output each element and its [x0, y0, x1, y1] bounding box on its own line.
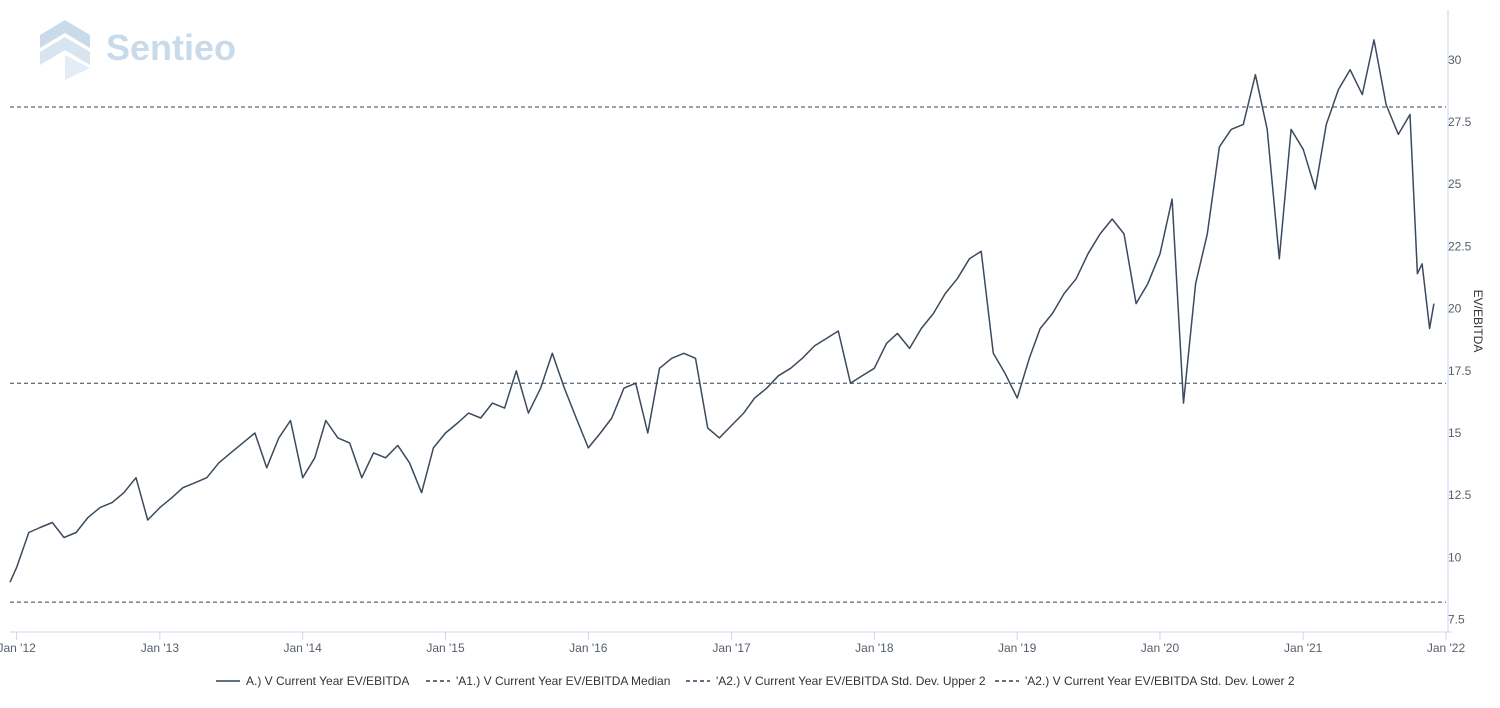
y-tick-label: 12.5	[1448, 488, 1472, 502]
sentieo-logo: Sentieo	[40, 20, 236, 80]
legend-label: 'A1.) V Current Year EV/EBITDA Median	[456, 674, 670, 688]
y-tick-label: 15	[1448, 426, 1462, 440]
legend-label: A.) V Current Year EV/EBITDA	[246, 674, 409, 688]
y-tick-label: 22.5	[1448, 239, 1472, 253]
x-tick-label: Jan '22	[1427, 641, 1466, 655]
sentieo-logo-icon-base	[65, 55, 90, 80]
x-tick-label: Jan '14	[284, 641, 323, 655]
legend: A.) V Current Year EV/EBITDA 'A1.) V Curr…	[216, 674, 1295, 688]
sentieo-logo-icon-lower	[40, 37, 90, 65]
x-tick-label: Jan '19	[998, 641, 1037, 655]
x-tick-label: Jan '18	[855, 641, 894, 655]
y-tick-label: 20	[1448, 302, 1462, 316]
y-axis-title: EV/EBITDA	[1471, 290, 1485, 353]
x-tick-label: Jan '12	[0, 641, 36, 655]
x-tick-label: Jan '21	[1284, 641, 1323, 655]
x-tick-label: Jan '15	[426, 641, 465, 655]
x-tick-label: Jan '20	[1141, 641, 1180, 655]
y-tick-label: 25	[1448, 177, 1462, 191]
x-tick-label: Jan '13	[141, 641, 180, 655]
y-tick-label: 17.5	[1448, 364, 1472, 378]
y-tick-label: 30	[1448, 53, 1462, 67]
sentieo-logo-text: Sentieo	[106, 27, 236, 68]
legend-item[interactable]: 'A2.) V Current Year EV/EBITDA Std. Dev.…	[995, 674, 1295, 688]
y-tick-label: 10	[1448, 550, 1462, 564]
x-tick-label: Jan '17	[712, 641, 751, 655]
sentieo-logo-icon	[40, 20, 90, 48]
legend-label: 'A2.) V Current Year EV/EBITDA Std. Dev.…	[1025, 674, 1295, 688]
legend-item[interactable]: 'A2.) V Current Year EV/EBITDA Std. Dev.…	[686, 674, 986, 688]
plot-area	[9, 39, 1446, 603]
legend-item[interactable]: A.) V Current Year EV/EBITDA	[216, 674, 409, 688]
legend-item[interactable]: 'A1.) V Current Year EV/EBITDA Median	[426, 674, 670, 688]
y-tick-label: 27.5	[1448, 115, 1472, 129]
series-line-main	[9, 39, 1435, 583]
legend-label: 'A2.) V Current Year EV/EBITDA Std. Dev.…	[716, 674, 986, 688]
axes: Jan '12 Jan '13 Jan '14 Jan '15 Jan '16 Jan '…	[0, 10, 1485, 655]
y-tick-label: 7.5	[1448, 613, 1465, 627]
x-tick-label: Jan '16	[569, 641, 608, 655]
